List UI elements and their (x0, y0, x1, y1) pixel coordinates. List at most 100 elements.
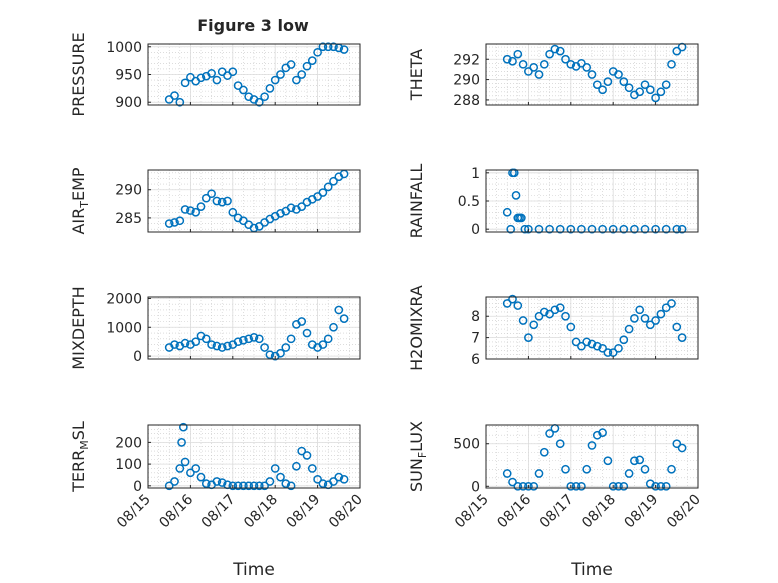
data-point (239, 85, 248, 95)
data-point (318, 188, 328, 197)
data-point (212, 75, 222, 85)
data-point (566, 59, 576, 69)
data-point (196, 472, 206, 482)
data-point (323, 42, 333, 52)
y-axis-label: AIRTEMP (69, 167, 91, 234)
data-point (619, 481, 629, 491)
data-point (233, 337, 243, 347)
x-tick-label: 08/15 (114, 492, 154, 532)
data-point (329, 322, 338, 332)
y-tick-label: 1000 (106, 320, 142, 336)
data-point (608, 481, 618, 491)
x-tick-label: 08/16 (494, 491, 534, 531)
x-axis-label: Time (232, 560, 275, 580)
data-point (276, 70, 285, 79)
data-point (672, 322, 682, 332)
data-point (513, 49, 523, 59)
data-point (339, 45, 349, 54)
data-point (292, 461, 301, 471)
data-point (598, 85, 607, 95)
y-tick-label: 1000 (106, 40, 142, 56)
data-point (249, 481, 259, 491)
y-tick-label: 290 (453, 73, 480, 89)
data-point (651, 93, 660, 103)
data-point (276, 348, 285, 358)
y-tick-label: 0 (471, 479, 480, 495)
data-point (217, 478, 227, 487)
data-point (212, 196, 222, 206)
data-point (186, 468, 195, 478)
data-point (244, 334, 254, 344)
data-point (534, 70, 544, 79)
data-point (244, 481, 254, 491)
x-tick-label: 08/18 (241, 492, 281, 532)
data-point (566, 322, 576, 332)
data-point (661, 224, 671, 234)
data-point (281, 343, 291, 352)
data-point (207, 340, 216, 349)
data-point (513, 481, 523, 491)
data-point (323, 182, 333, 192)
data-point (223, 341, 232, 351)
y-tick-label: 950 (115, 68, 142, 84)
data-point (577, 58, 586, 68)
data-point (587, 224, 597, 234)
y-tick-label: 0 (133, 349, 142, 365)
data-point (577, 341, 586, 351)
data-point (180, 457, 190, 467)
data-point (196, 202, 206, 211)
data-point (661, 481, 671, 491)
data-point (534, 224, 544, 234)
x-tick-label: 08/19 (284, 492, 324, 532)
y-axis-label: RAINFALL (407, 164, 426, 239)
y-axis-label: MIXDEPTH (69, 286, 88, 369)
data-point (207, 189, 216, 199)
data-point (518, 59, 528, 69)
data-point (619, 77, 629, 86)
data-point (170, 91, 179, 100)
data-point (561, 54, 570, 64)
data-point (582, 337, 592, 347)
data-point (667, 299, 676, 308)
data-point (508, 294, 517, 304)
data-point (524, 333, 533, 342)
data-point (550, 305, 560, 315)
data-point (217, 343, 227, 352)
y-tick-label: 100 (115, 457, 142, 473)
data-point (281, 479, 291, 489)
data-point (577, 224, 586, 234)
data-point (677, 224, 687, 234)
x-tick-label: 08/15 (452, 492, 492, 532)
x-tick-label: 08/16 (156, 491, 196, 531)
data-point (334, 472, 344, 482)
axes-frame (485, 424, 699, 489)
x-tick-label: 08/20 (664, 492, 704, 532)
data-point (592, 80, 602, 90)
data-point (508, 477, 517, 487)
data-point (217, 197, 227, 207)
data-point (524, 481, 533, 491)
data-point (545, 309, 554, 319)
data-point (502, 207, 512, 217)
data-point (598, 343, 607, 353)
data-point (502, 299, 512, 308)
data-point (677, 333, 687, 342)
data-point (318, 340, 328, 349)
data-point (339, 314, 349, 323)
data-point (302, 451, 312, 460)
data-point (614, 70, 623, 79)
data-point (329, 42, 338, 52)
data-point (313, 47, 322, 57)
data-point (180, 205, 190, 214)
data-point (651, 224, 660, 234)
data-point (233, 481, 243, 491)
data-point (175, 464, 185, 473)
data-point (545, 49, 554, 59)
x-tick-label: 08/17 (199, 492, 239, 532)
data-point (667, 464, 676, 474)
data-point (555, 439, 565, 449)
data-point (524, 67, 533, 76)
data-point (276, 472, 285, 482)
y-tick-label: 292 (453, 52, 480, 68)
y-tick-label: 6 (471, 352, 480, 368)
